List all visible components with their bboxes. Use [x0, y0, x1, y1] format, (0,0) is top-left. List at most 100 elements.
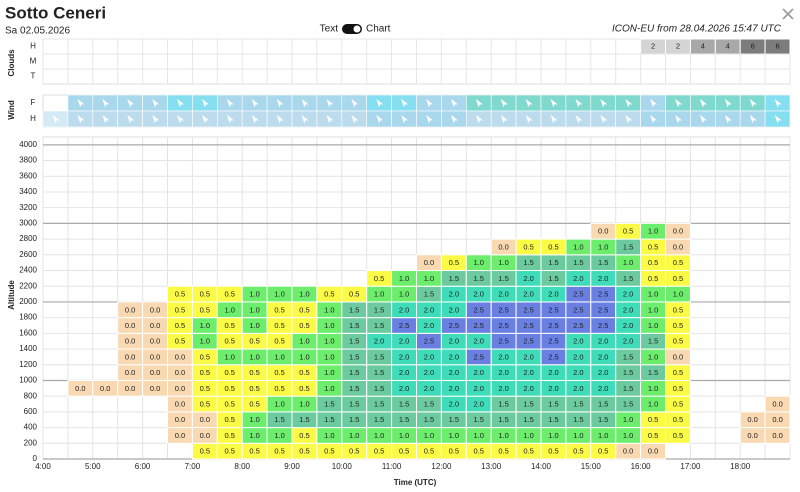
y-tick-label: 3800	[19, 156, 37, 165]
wind-arrow	[550, 98, 558, 108]
thermal-value: 0.5	[274, 337, 284, 346]
thermal-value: 1.0	[299, 400, 309, 409]
thermal-value: 0.5	[324, 447, 334, 456]
cloud-value: 4	[726, 41, 730, 50]
thermal-value: 1.5	[349, 400, 359, 409]
thermal-value: 0.5	[523, 242, 533, 251]
thermal-value: 1.5	[648, 337, 658, 346]
close-icon[interactable]	[782, 8, 794, 20]
wind-arrow	[699, 98, 707, 108]
thermal-value: 2.5	[573, 321, 583, 330]
y-tick-label: 4000	[19, 140, 37, 149]
cloud-value: 2	[651, 41, 655, 50]
wind-arrow	[201, 114, 209, 124]
y-tick-label: 2600	[19, 250, 37, 259]
thermal-value: 1.0	[274, 352, 284, 361]
thermal-value: 1.0	[623, 258, 633, 267]
thermal-value: 0.0	[200, 431, 210, 440]
thermal-value: 1.0	[648, 290, 658, 299]
thermal-value: 2.0	[474, 337, 484, 346]
wind-arrow	[475, 98, 483, 108]
thermal-value: 2.0	[523, 274, 533, 283]
thermal-value: 1.5	[548, 274, 558, 283]
wind-arrow	[102, 114, 110, 124]
thermal-value: 0.5	[225, 384, 235, 393]
thermal-value: 1.0	[648, 305, 658, 314]
thermal-cell	[665, 222, 691, 240]
thermal-value: 1.0	[424, 431, 434, 440]
view-toggle[interactable]	[342, 24, 362, 34]
thermal-value: 2.5	[598, 290, 608, 299]
thermal-value: 0.5	[648, 415, 658, 424]
thermal-value: 0.5	[175, 321, 185, 330]
thermal-value: 2.0	[424, 384, 434, 393]
y-tick-label: 2400	[19, 266, 37, 275]
thermal-value: 1.0	[648, 384, 658, 393]
y-tick-label: 3000	[19, 218, 37, 227]
thermal-value: 1.5	[374, 400, 384, 409]
thermal-value: 2.0	[498, 384, 508, 393]
thermal-value: 0.5	[225, 447, 235, 456]
y-tick-label: 600	[24, 407, 38, 416]
thermal-value: 2.0	[498, 368, 508, 377]
thermal-value: 1.5	[349, 337, 359, 346]
thermal-value: 2.0	[449, 384, 459, 393]
thermal-value: 1.5	[349, 321, 359, 330]
thermal-value: 2.5	[548, 321, 558, 330]
thermal-value: 1.5	[548, 400, 558, 409]
wind-arrow	[127, 114, 135, 124]
thermal-value: 1.0	[673, 290, 683, 299]
thermal-value: 1.0	[573, 242, 583, 251]
thermal-value: 0.5	[225, 431, 235, 440]
thermal-value: 1.0	[399, 274, 409, 283]
thermal-value: 1.5	[374, 305, 384, 314]
wind-arrow	[575, 98, 583, 108]
thermal-value: 0.5	[673, 400, 683, 409]
thermal-value: 2.0	[449, 305, 459, 314]
thermal-value: 2.5	[498, 337, 508, 346]
thermal-value: 2.0	[598, 352, 608, 361]
thermal-value: 1.0	[274, 290, 284, 299]
thermal-value: 0.5	[274, 447, 284, 456]
thermal-value: 1.0	[324, 431, 334, 440]
thermal-value: 2.5	[573, 290, 583, 299]
thermal-value: 1.5	[623, 242, 633, 251]
y-tick-label: 3200	[19, 203, 37, 212]
wind-arrow	[475, 114, 483, 124]
toggle-knob[interactable]	[353, 25, 361, 33]
thermal-value: 2.5	[523, 305, 533, 314]
thermal-value: 1.5	[523, 400, 533, 409]
wind-arrow	[500, 114, 508, 124]
wind-arrow	[650, 114, 658, 124]
thermal-value: 1.0	[249, 305, 259, 314]
toggle-text-label[interactable]: Text	[320, 24, 339, 35]
wind-arrow	[201, 98, 209, 108]
thermal-value: 2.0	[474, 368, 484, 377]
x-axis-label: Time (UTC)	[394, 478, 437, 487]
thermal-value: 0.0	[125, 384, 135, 393]
toggle-chart-label[interactable]: Chart	[366, 24, 391, 35]
wind-arrow	[77, 114, 85, 124]
wind-arrow	[426, 98, 434, 108]
x-tick-label: 12:00	[431, 462, 452, 471]
thermal-value: 1.5	[623, 274, 633, 283]
wind-arrow	[525, 114, 533, 124]
thermal-value: 2.0	[449, 400, 459, 409]
thermal-value: 0.5	[648, 274, 658, 283]
thermal-value: 1.0	[324, 321, 334, 330]
thermal-value: 2.0	[399, 384, 409, 393]
thermal-value: 0.5	[474, 447, 484, 456]
thermal-value: 1.0	[598, 431, 608, 440]
close-button[interactable]	[782, 8, 794, 20]
wind-arrow	[401, 98, 409, 108]
thermal-value: 1.5	[299, 415, 309, 424]
wind-arrow	[226, 114, 234, 124]
thermal-value: 0.5	[225, 321, 235, 330]
wind-arrow	[699, 114, 707, 124]
thermal-value: 0.5	[548, 447, 558, 456]
x-tick-label: 4:00	[35, 462, 51, 471]
thermal-value: 0.5	[225, 337, 235, 346]
thermal-value: 0.0	[175, 415, 185, 424]
cloud-value: 6	[751, 41, 755, 50]
x-tick-label: 18:00	[730, 462, 751, 471]
